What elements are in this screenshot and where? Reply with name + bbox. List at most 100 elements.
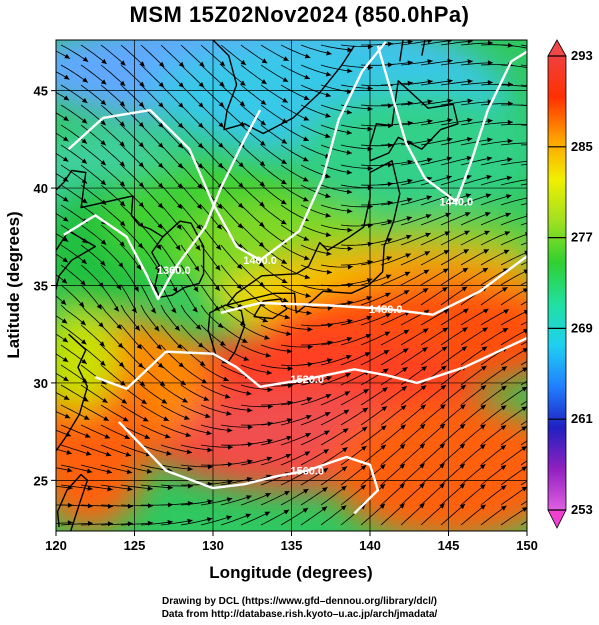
streamline	[280, 507, 309, 526]
streamline-arrowhead	[242, 338, 248, 343]
streamline	[460, 82, 493, 86]
streamline	[200, 304, 224, 329]
streamline	[340, 164, 373, 169]
streamline-arrowhead	[287, 366, 293, 372]
streamline-arrowhead	[326, 269, 332, 275]
streamline	[320, 337, 353, 346]
streamline	[240, 124, 266, 146]
streamline	[520, 261, 527, 266]
streamline	[460, 404, 487, 426]
streamline	[360, 444, 387, 466]
streamline	[180, 464, 213, 468]
streamline-arrowhead	[459, 463, 465, 469]
streamline	[460, 267, 489, 286]
streamline-arrowhead	[347, 68, 353, 74]
streamline-arrowhead	[507, 157, 513, 163]
streamline-arrowhead	[467, 117, 473, 123]
streamline	[120, 304, 141, 331]
streamline	[420, 384, 447, 406]
streamline-arrowhead	[103, 416, 109, 421]
streamline-arrowhead	[467, 40, 473, 44]
streamline-arrowhead	[404, 271, 411, 277]
streamline	[280, 124, 309, 142]
streamline-arrowhead	[219, 340, 226, 346]
streamline-arrowhead	[480, 504, 486, 510]
streamline-arrowhead	[63, 395, 70, 400]
streamline	[340, 407, 369, 426]
streamline	[380, 463, 406, 486]
streamline	[260, 436, 292, 446]
streamline-arrowhead	[466, 155, 472, 161]
streamline	[200, 364, 229, 382]
streamline-arrowhead	[419, 424, 426, 430]
streamline-arrowhead	[364, 352, 371, 357]
streamline	[520, 44, 527, 47]
streamline-arrowhead	[325, 173, 331, 179]
streamline-arrowhead	[487, 60, 493, 66]
streamline	[56, 213, 69, 222]
streamline-arrowhead	[507, 42, 513, 48]
streamline-arrowhead	[327, 305, 333, 311]
streamline	[200, 184, 223, 210]
streamline-arrowhead	[236, 263, 242, 270]
x-tick-label: 145	[438, 538, 460, 553]
streamline	[100, 244, 124, 269]
streamline	[140, 304, 160, 332]
streamline	[120, 44, 145, 67]
streamline-arrowhead	[461, 286, 468, 292]
streamline	[100, 444, 132, 457]
streamline	[260, 418, 293, 426]
contour-label: 1560.0	[290, 466, 324, 478]
streamline-arrowhead	[543, 468, 549, 473]
streamline-arrowhead	[136, 264, 141, 270]
streamline	[56, 253, 69, 263]
streamline	[400, 100, 433, 106]
streamline-arrowhead	[347, 246, 353, 252]
streamline	[220, 64, 246, 86]
streamline	[220, 324, 248, 343]
streamline-arrowhead	[501, 366, 507, 372]
streamline-arrowhead	[464, 212, 471, 217]
streamline-arrowhead	[99, 341, 105, 347]
streamline-arrowhead	[193, 286, 199, 292]
streamline	[160, 44, 185, 68]
streamline	[160, 519, 193, 526]
streamline-arrowhead	[118, 361, 125, 368]
streamline	[520, 242, 527, 246]
streamline-arrowhead	[267, 404, 273, 410]
streamline	[320, 44, 353, 51]
streamline-arrowhead	[439, 503, 445, 509]
streamline-arrowhead	[521, 466, 527, 472]
streamline	[420, 308, 449, 326]
streamline-arrowhead	[107, 486, 113, 492]
streamline-arrowhead	[119, 161, 125, 167]
streamline	[260, 104, 288, 124]
streamline-arrowhead	[323, 449, 329, 454]
streamline	[140, 224, 162, 251]
streamline-arrowhead	[237, 243, 243, 249]
streamline-arrowhead	[224, 393, 231, 399]
streamline-arrowhead	[62, 357, 69, 362]
streamline	[280, 64, 311, 80]
streamline	[501, 84, 527, 88]
streamline-arrowhead	[246, 477, 253, 482]
streamline	[180, 424, 212, 435]
streamline	[420, 443, 446, 466]
streamline	[320, 184, 353, 193]
streamline-arrowhead	[385, 292, 391, 298]
streamline	[180, 224, 201, 251]
streamline	[460, 62, 493, 66]
streamline-arrowhead	[346, 130, 352, 135]
streamline	[400, 365, 428, 386]
streamline-arrowhead	[479, 444, 486, 450]
streamline-arrowhead	[439, 483, 445, 489]
streamline	[260, 124, 288, 144]
streamline	[341, 260, 373, 266]
streamline	[280, 104, 310, 121]
streamline-arrowhead	[177, 122, 184, 129]
streamline-arrowhead	[459, 483, 465, 489]
streamline	[460, 212, 491, 226]
streamline-arrowhead	[84, 433, 91, 438]
streamline	[460, 230, 490, 246]
streamline	[400, 232, 431, 246]
